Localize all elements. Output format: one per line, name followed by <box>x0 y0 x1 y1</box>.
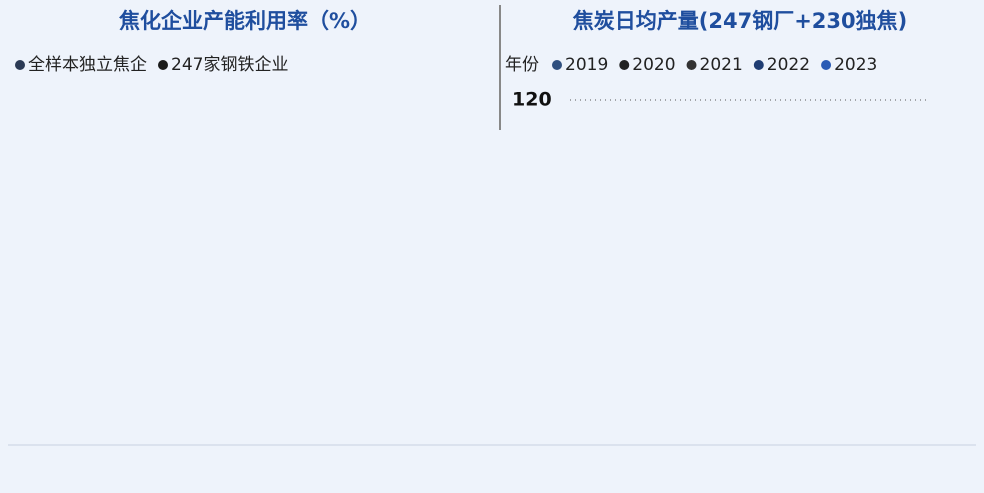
chart-title: 焦炭日均产量(247钢厂+230独焦) <box>572 9 907 33</box>
legend-title: 年份 <box>505 55 539 75</box>
y-tick-label: 120 <box>512 89 552 111</box>
legend-marker <box>619 60 630 70</box>
legend-marker <box>686 60 697 70</box>
chart-title: 焦化企业产能利用率（%） <box>118 9 371 33</box>
legend-label: 2022 <box>767 55 810 75</box>
legend-marker <box>753 60 764 70</box>
legend-label: 2021 <box>700 55 743 75</box>
legend-label: 247家钢铁企业 <box>171 55 288 75</box>
legend-marker <box>821 60 832 70</box>
legend-label: 2020 <box>632 55 675 75</box>
legend-marker <box>158 60 168 70</box>
legend-label: 2019 <box>565 55 608 75</box>
legend-marker <box>15 60 25 70</box>
legend-label: 2023 <box>834 55 877 75</box>
legend-label: 全样本独立焦企 <box>28 55 147 75</box>
legend-marker <box>552 60 562 70</box>
